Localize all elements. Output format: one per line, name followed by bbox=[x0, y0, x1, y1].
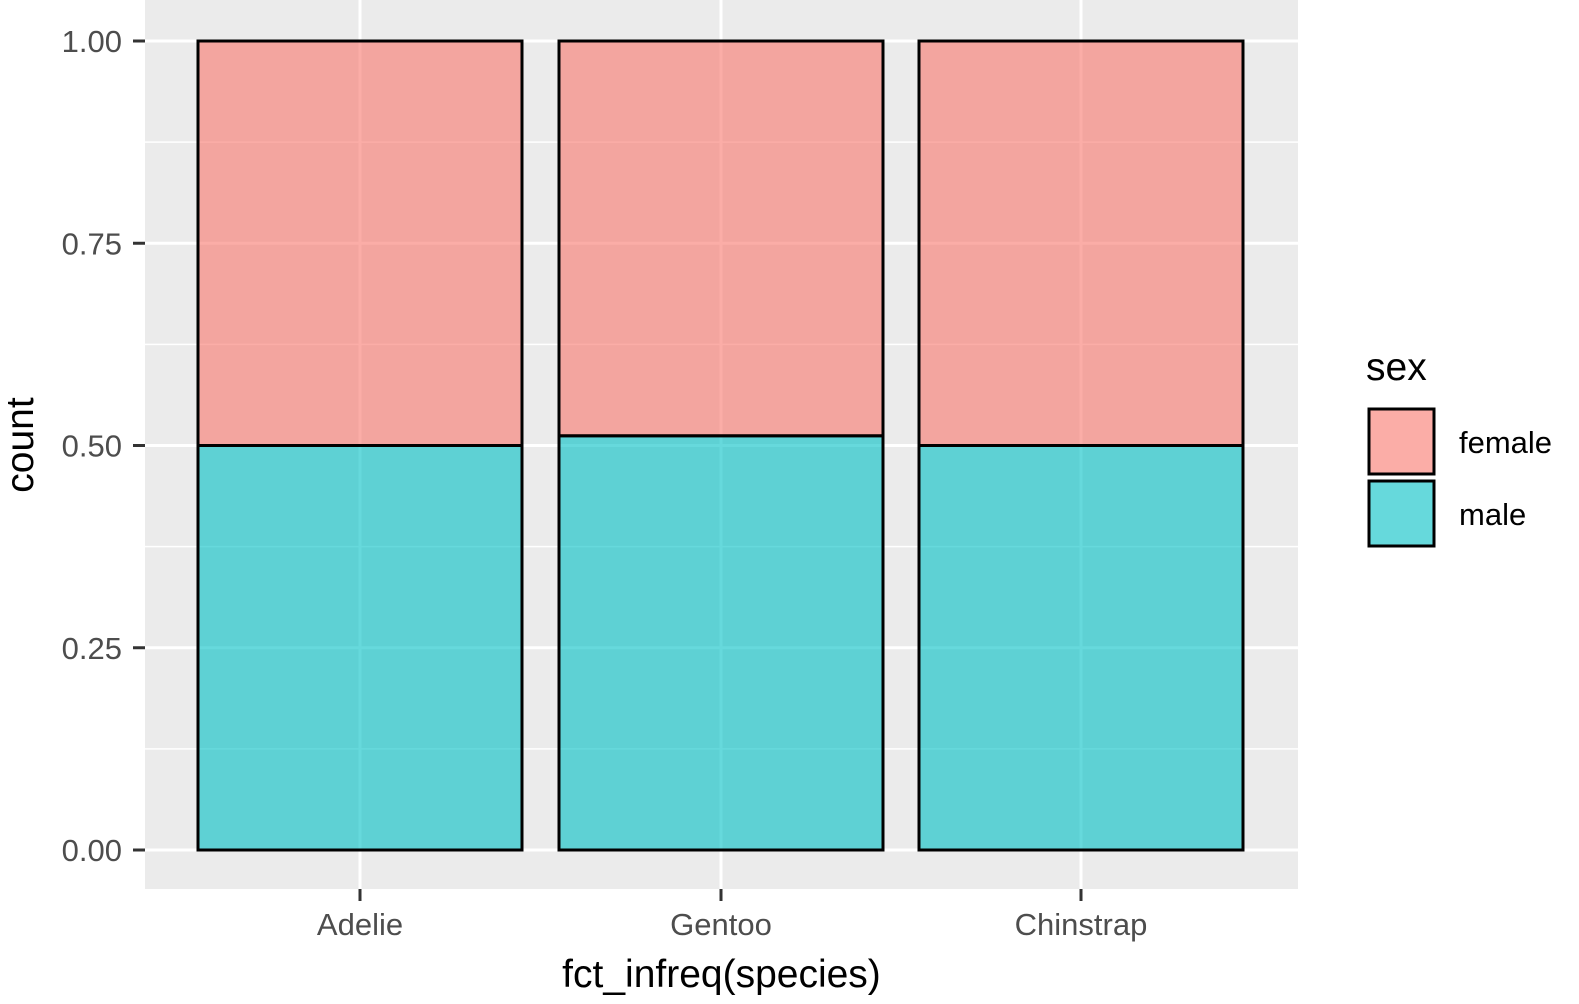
bar-chinstrap-female bbox=[917, 39, 1245, 447]
bar-gentoo-male bbox=[557, 434, 885, 852]
legend-key-female bbox=[1367, 407, 1436, 476]
x-axis: Adelie Gentoo Chinstrap bbox=[317, 889, 1147, 942]
y-tick-label: 0.00 bbox=[62, 833, 122, 868]
x-tick-label: Adelie bbox=[317, 907, 403, 942]
y-tick-label: 1.00 bbox=[62, 24, 122, 59]
y-axis: 0.00 0.25 0.50 0.75 1.00 bbox=[62, 24, 145, 868]
x-tick-label: Chinstrap bbox=[1015, 907, 1148, 942]
legend-label-female: female bbox=[1459, 425, 1552, 460]
bar-adelie-male bbox=[196, 444, 524, 852]
x-tick-label: Gentoo bbox=[670, 907, 772, 942]
bar-chinstrap-male bbox=[917, 444, 1245, 852]
bar-gentoo-female bbox=[557, 39, 885, 438]
y-tick-label: 0.25 bbox=[62, 631, 122, 666]
bars bbox=[196, 39, 1245, 852]
y-tick-label: 0.75 bbox=[62, 226, 122, 261]
x-axis-title: fct_infreq(species) bbox=[562, 953, 881, 996]
legend-key-male bbox=[1367, 479, 1436, 548]
legend-title: sex bbox=[1366, 346, 1427, 389]
legend-label-male: male bbox=[1459, 497, 1526, 532]
legend: sex female male bbox=[1366, 346, 1552, 548]
y-tick-label: 0.50 bbox=[62, 429, 122, 464]
y-axis-title: count bbox=[0, 397, 42, 493]
bar-adelie-female bbox=[196, 39, 524, 447]
